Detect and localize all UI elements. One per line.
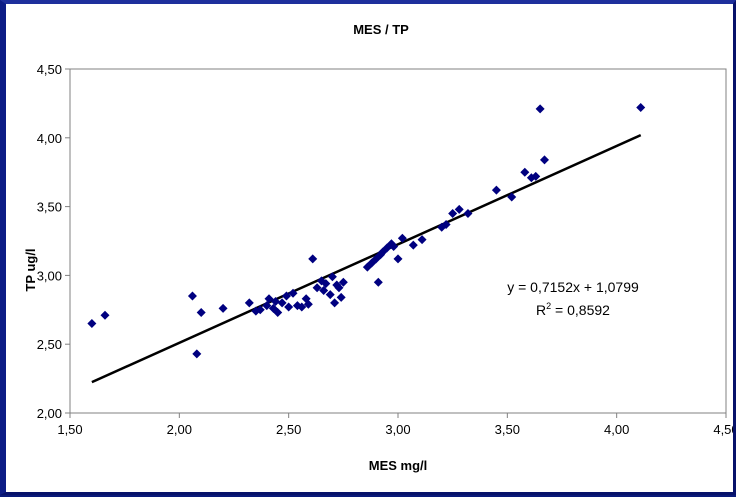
x-tick-label: 2,00 [167,422,192,437]
r-squared-label: R2 = 0,8592 [536,301,610,318]
data-point [100,310,110,320]
x-axis-title: MES mg/l [369,458,428,473]
data-point [463,208,473,218]
data-point [535,104,545,114]
data-point [334,283,344,293]
data-point [454,204,464,214]
data-point [367,258,377,268]
data-points [87,103,646,359]
y-axis: 2,00 2,50 3,00 3,50 4,00 4,50 [37,62,70,421]
data-point [448,208,458,218]
data-point [327,272,337,282]
x-tick-label: 3,00 [385,422,410,437]
data-point [321,279,331,289]
x-tick-label: 2,50 [276,422,301,437]
x-axis: 1,50 2,00 2,50 3,00 3,50 4,00 4,50 [57,413,736,437]
data-point [273,308,283,318]
y-tick-label: 3,50 [37,200,62,215]
data-point [303,299,313,309]
y-tick-label: 3,00 [37,268,62,283]
data-point [441,219,451,229]
data-point [244,298,254,308]
data-point [288,288,298,298]
y-tick-label: 4,00 [37,131,62,146]
trendline-equation: y = 0,7152x + 1,0799 [507,279,639,295]
data-point [531,171,541,181]
x-tick-label: 1,50 [57,422,82,437]
data-point [336,292,346,302]
data-point [218,303,228,313]
data-point [397,233,407,243]
data-point [262,301,272,311]
data-point [312,283,322,293]
data-point [373,277,383,287]
data-point [417,235,427,245]
data-point [196,308,206,318]
x-tick-label: 4,00 [604,422,629,437]
data-point [408,240,418,250]
y-tick-label: 4,50 [37,62,62,77]
data-point [389,242,399,252]
x-tick-label: 4,50 [713,422,733,437]
trendline [91,133,642,384]
data-point [636,103,646,113]
data-point [308,254,318,264]
data-point [491,185,501,195]
data-point [187,291,197,301]
x-tick-label: 3,50 [495,422,520,437]
chart-area: MES / TP 1,502,002,503,003,504,004,50 2,… [6,4,736,492]
data-point [540,155,550,165]
data-point [192,349,202,359]
data-point [264,294,274,304]
data-point [281,291,291,301]
data-point [520,167,530,177]
data-point [325,290,335,300]
trendline-group [91,133,642,384]
data-point [277,298,287,308]
data-point [319,286,329,296]
data-point [87,319,97,329]
data-point [297,302,307,312]
chart-title: MES / TP [353,22,409,37]
scatter-chart: MES / TP 1,502,002,503,003,504,004,50 2,… [23,22,736,473]
data-point [507,192,517,202]
data-point [284,302,294,312]
plot-area [69,68,727,414]
data-point [393,254,403,264]
y-axis-title: TP ug/l [23,248,38,291]
data-point [338,277,348,287]
y-tick-label: 2,00 [37,406,62,421]
y-tick-label: 2,50 [37,337,62,352]
data-point [271,297,281,307]
data-point [330,298,340,308]
